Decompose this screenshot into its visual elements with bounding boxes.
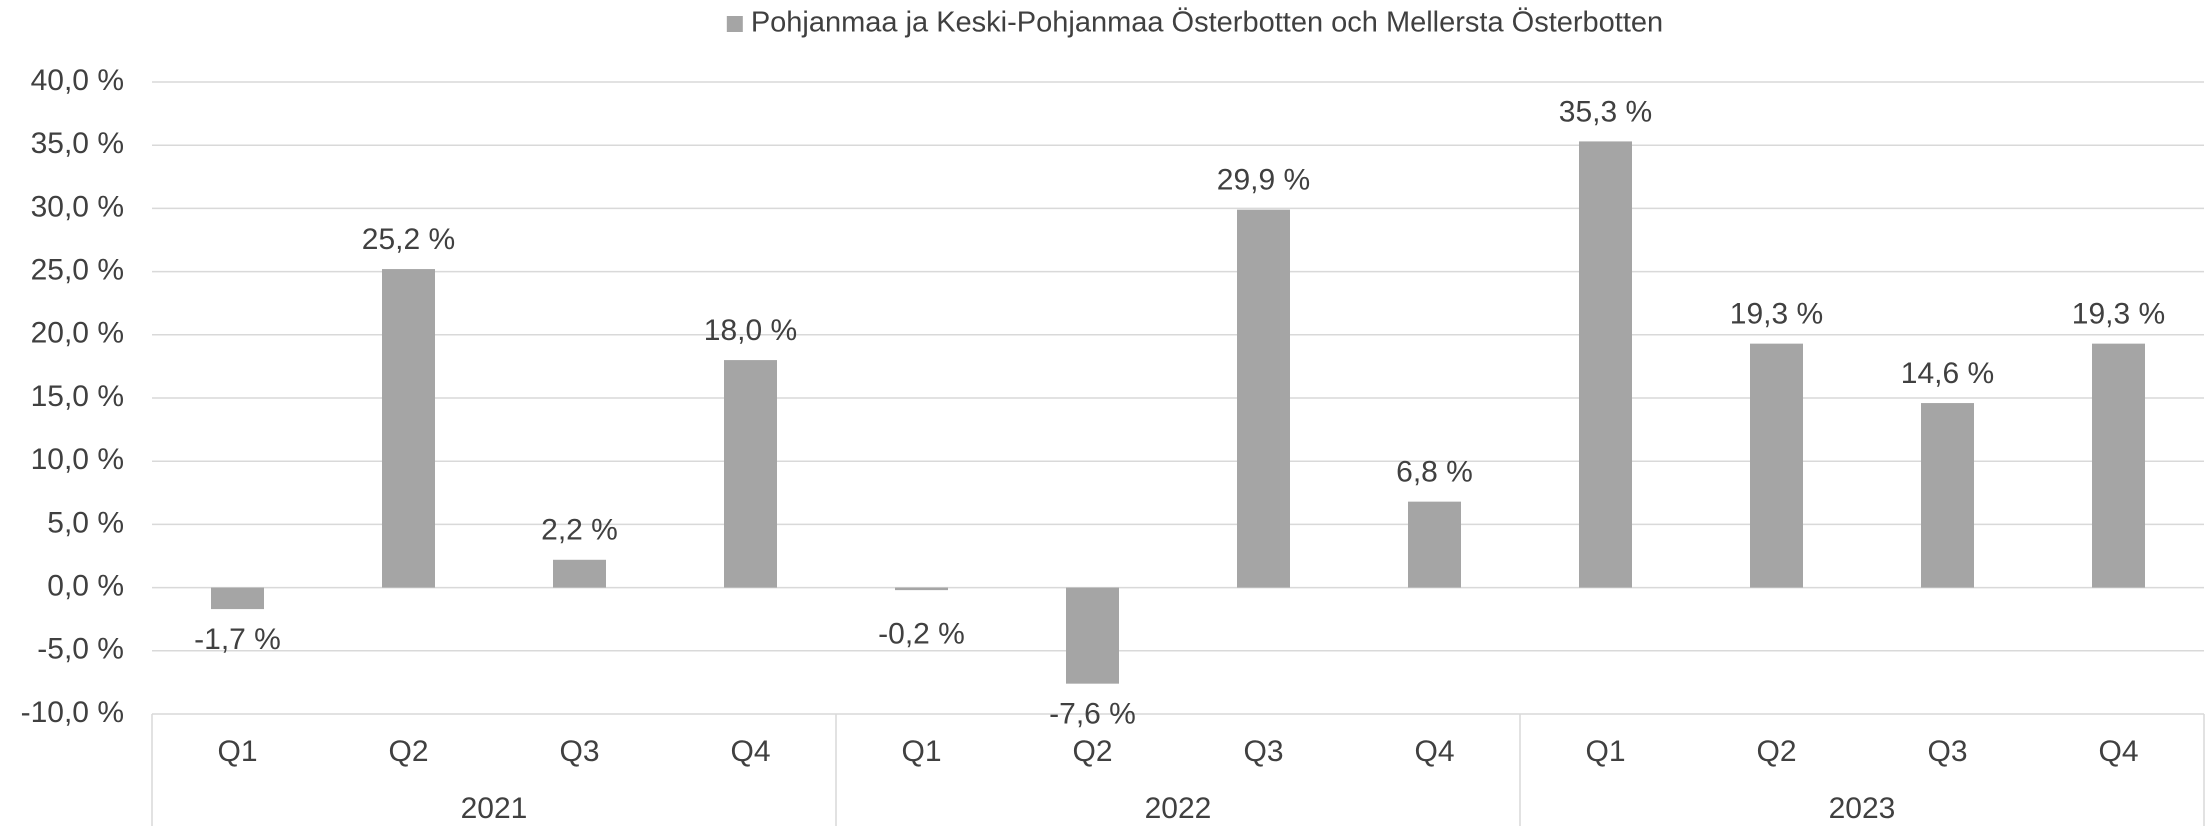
data-label: 25,2 % <box>362 223 455 256</box>
bar <box>1237 209 1290 588</box>
x-tick-label: Q4 <box>2098 735 2138 768</box>
x-tick-label: Q3 <box>1243 735 1283 768</box>
bar <box>895 587 948 591</box>
y-tick-label: 0,0 % <box>47 570 124 603</box>
data-label: -0,2 % <box>878 618 965 651</box>
y-tick-label: 5,0 % <box>47 506 124 539</box>
x-tick-label: Q2 <box>1756 735 1796 768</box>
data-label: 2,2 % <box>541 514 618 547</box>
x-tick-label: Q1 <box>217 735 257 768</box>
data-label: 19,3 % <box>2072 298 2165 331</box>
group-label: 2021 <box>461 792 528 825</box>
bar <box>724 360 777 588</box>
y-tick-label: -5,0 % <box>37 633 124 666</box>
y-tick-label: 35,0 % <box>31 127 124 160</box>
x-tick-label: Q3 <box>1927 735 1967 768</box>
x-tick-label: Q1 <box>1585 735 1625 768</box>
data-label: -1,7 % <box>194 623 281 656</box>
bar <box>553 559 606 588</box>
x-tick-label: Q2 <box>388 735 428 768</box>
group-label: 2022 <box>1145 792 1212 825</box>
data-label: 29,9 % <box>1217 164 1310 197</box>
x-tick-label: Q4 <box>730 735 770 768</box>
y-tick-label: 10,0 % <box>31 443 124 476</box>
y-tick-label: 40,0 % <box>31 64 124 97</box>
x-tick-label: Q4 <box>1414 735 1454 768</box>
legend-swatch <box>726 16 743 32</box>
legend-label: Pohjanmaa ja Keski-Pohjanmaa Österbotten… <box>751 7 1663 39</box>
data-label: 14,6 % <box>1901 357 1994 390</box>
data-label: 35,3 % <box>1559 95 1652 128</box>
bar <box>1921 403 1974 588</box>
bar <box>1408 501 1461 588</box>
data-label: 19,3 % <box>1730 298 1823 331</box>
data-label: -7,6 % <box>1049 698 1136 731</box>
y-tick-label: 15,0 % <box>31 380 124 413</box>
data-label: 6,8 % <box>1396 456 1473 489</box>
bar <box>211 587 264 610</box>
bar <box>382 269 435 588</box>
x-tick-label: Q1 <box>901 735 941 768</box>
x-tick-label: Q2 <box>1072 735 1112 768</box>
group-label: 2023 <box>1829 792 1896 825</box>
bar <box>1066 587 1119 684</box>
x-tick-label: Q3 <box>559 735 599 768</box>
bar <box>2092 343 2145 588</box>
y-tick-label: 30,0 % <box>31 190 124 223</box>
y-tick-label: 20,0 % <box>31 317 124 350</box>
data-label: 18,0 % <box>704 314 797 347</box>
bar <box>1579 141 1632 588</box>
y-tick-label: 25,0 % <box>31 254 124 287</box>
y-tick-label: -10,0 % <box>21 696 124 729</box>
bar <box>1750 343 1803 588</box>
